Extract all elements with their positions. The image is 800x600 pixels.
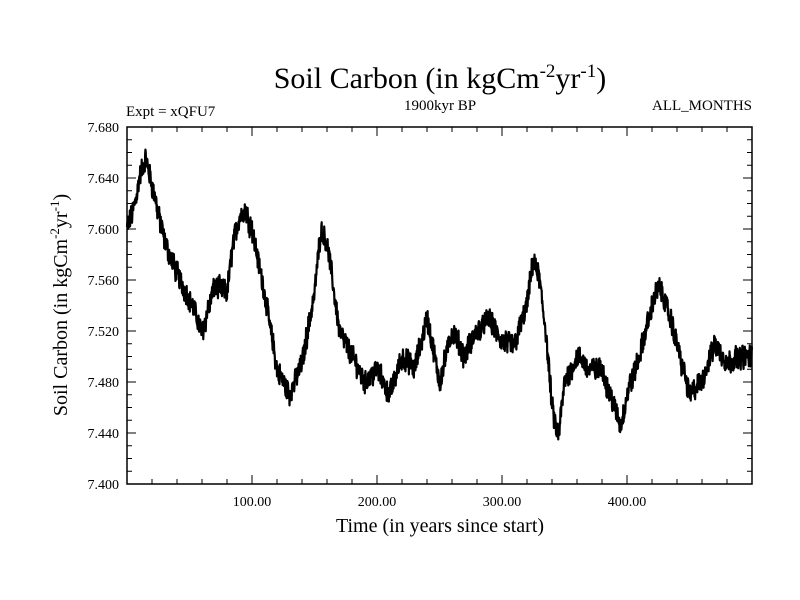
x-axis-title: Time (in years since start) [336, 515, 544, 537]
y-tick-label: 7.560 [88, 274, 120, 289]
experiment-label: Expt = xQFU7 [126, 104, 216, 120]
x-tick-labels: 100.00 200.00 300.00 400.00 [233, 495, 647, 510]
y-axis-title: Soil Carbon (in kgCm-2yr-1) [47, 194, 72, 416]
axis-ticks [127, 126, 752, 485]
chart-subtitle: 1900kyr BP [404, 98, 476, 114]
y-tick-label: 7.640 [88, 172, 120, 187]
x-tick-label: 200.00 [358, 495, 397, 510]
y-tick-label: 7.480 [88, 376, 120, 391]
plot-frame [126, 126, 753, 485]
y-tick-label: 7.520 [88, 325, 120, 340]
x-tick-label: 300.00 [483, 495, 522, 510]
y-tick-label: 7.600 [88, 223, 120, 238]
soil-carbon-series-line [125, 148, 754, 441]
chart-title: Soil Carbon (in kgCm-2yr-1) [274, 61, 607, 95]
y-tick-label: 7.680 [88, 121, 120, 136]
months-label: ALL_MONTHS [652, 98, 752, 114]
y-tick-label: 7.400 [88, 478, 120, 493]
y-tick-labels: 7.400 7.440 7.480 7.520 7.560 7.600 7.640 7.680 [88, 121, 120, 493]
x-tick-label: 400.00 [608, 495, 647, 510]
x-tick-label: 100.00 [233, 495, 272, 510]
y-tick-label: 7.440 [88, 427, 120, 442]
